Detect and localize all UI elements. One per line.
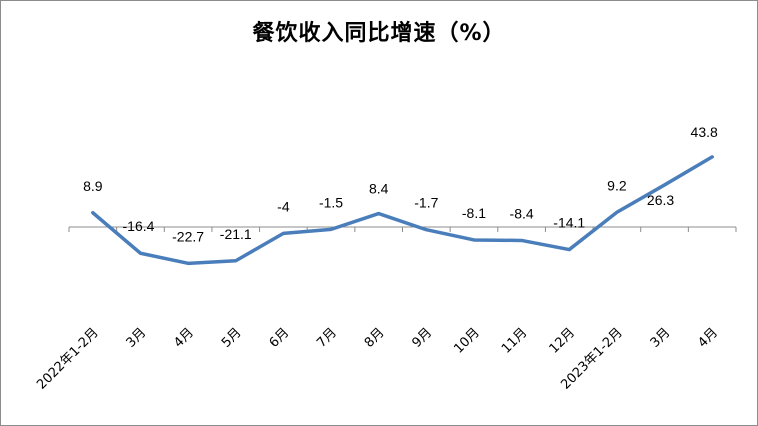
category-label: 10月 [451, 325, 482, 356]
value-label: -8.4 [510, 205, 534, 221]
value-label: -8.1 [462, 205, 486, 221]
category-label: 7月 [314, 325, 340, 351]
category-label: 3月 [124, 325, 150, 351]
chart-title: 餐饮收入同比增速（%） [252, 21, 506, 46]
series-line [91, 155, 714, 266]
category-label: 4月 [171, 325, 197, 351]
value-label: 26.3 [647, 192, 674, 208]
category-label: 3月 [648, 325, 674, 351]
category-label: 8月 [362, 325, 388, 351]
category-label: 4月 [695, 325, 721, 351]
value-labels: 8.9 -16.4 -22.7 -21.1 -4 -1.5 8.4 -1.7 -8.1 -8.4 -… [83, 124, 718, 244]
value-label: -14.1 [553, 215, 585, 231]
value-label: -22.7 [172, 228, 204, 244]
category-label: 12月 [547, 325, 578, 356]
value-label: -4 [277, 198, 290, 214]
category-label: 11月 [499, 325, 530, 356]
x-axis-ticks [68, 227, 737, 232]
value-label: 9.2 [607, 177, 627, 193]
value-label: 8.9 [83, 178, 103, 194]
category-label: 9月 [409, 325, 435, 351]
value-label: 43.8 [691, 124, 718, 140]
category-label: 2022年1-2月 [34, 325, 101, 392]
value-label: -16.4 [123, 218, 155, 234]
value-label: -1.7 [414, 195, 438, 211]
category-labels: 2022年1-2月 3月 4月 5月 6月 7月 8月 9月 10月 11月 12月2023年1-2… [34, 325, 721, 392]
value-label: 8.4 [369, 181, 389, 197]
category-label: 6月 [267, 325, 293, 351]
value-label: -1.5 [319, 194, 343, 210]
value-label: -21.1 [220, 226, 252, 242]
category-label: 5月 [219, 325, 245, 351]
